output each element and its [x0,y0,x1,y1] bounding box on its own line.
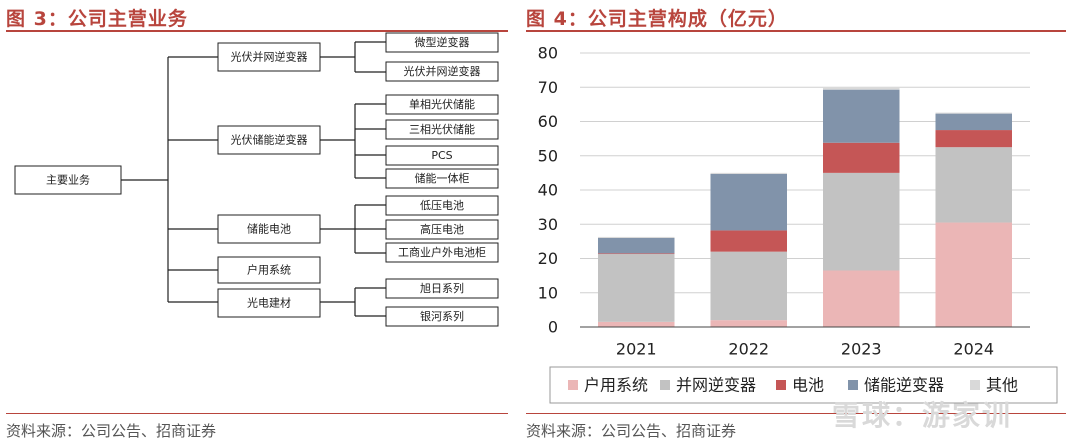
bar-segment [598,237,675,254]
legend-label: 其他 [986,376,1018,395]
legend-swatch [776,380,786,390]
leaf-label: 光伏并网逆变器 [404,64,481,78]
x-tick-label: 2022 [728,340,769,359]
branch-label: 储能电池 [247,222,291,236]
leaf-box [385,32,499,53]
leaf-box [385,278,499,299]
right-bottom-rule [526,413,1066,414]
branch-box-storage-inverter [217,125,321,155]
y-tick-label: 70 [538,78,558,97]
legend-label: 电池 [792,376,824,395]
branch-label: 光电建材 [247,296,291,310]
legend-label: 并网逆变器 [676,376,756,395]
legend-swatch [848,380,858,390]
leaf-box [385,195,499,216]
bar-segment [598,236,675,238]
tree-root-label: 主要业务 [46,174,90,187]
leaf-box [385,168,499,189]
y-tick-label: 60 [538,112,558,131]
bar-segment [710,320,787,327]
branch-box-household-system [217,256,321,284]
bar-segment [823,87,900,90]
y-tick-label: 0 [548,318,558,337]
bar-segment [823,270,900,327]
bar-segment [823,142,900,173]
y-tick-label: 40 [538,181,558,200]
legend: 户用系统 并网逆变器 电池 储能逆变器 其他 [568,376,1018,395]
bar-segment [710,173,787,231]
legend-label: 户用系统 [584,376,648,395]
bar-segment [823,89,900,143]
bar-segment [598,253,675,255]
legend-swatch [568,380,578,390]
y-tick-label: 80 [538,44,558,63]
leaf-label: 微型逆变器 [415,35,470,49]
stacked-bar-chart: 0 10 20 30 40 50 60 70 80 2021 2022 2023 2024 户用系统 并网… [538,44,1058,404]
y-tick-label: 30 [538,215,558,234]
leaf-box [385,145,499,166]
leaf-label: 单相光伏储能 [409,97,475,111]
y-tick-label: 20 [538,249,558,268]
branch-label: 光伏储能逆变器 [231,133,308,147]
branch-box-grid-inverter [217,42,321,72]
left-figure-title: 图 3：公司主营业务 [6,8,188,30]
leaf-box [385,94,499,115]
axes: 0 10 20 30 40 50 60 70 80 2021 2022 2023 2024 [538,44,1030,359]
leaf-box [385,242,499,263]
bar-segment [710,251,787,321]
bar-segment [935,130,1012,148]
bar-segment [935,147,1012,223]
bar-segment [935,222,1012,327]
left-bottom-rule [6,413,508,414]
leaf-label: 工商业户外电池柜 [398,245,486,259]
branch-box-battery [217,214,321,244]
bar-segment [710,172,787,174]
leaf-box [385,306,499,327]
left-title-rule [6,30,508,32]
branch-label: 户用系统 [247,263,291,277]
branch-label: 光伏并网逆变器 [231,50,308,64]
right-title-rule [526,30,1066,32]
bar-segment [598,254,675,322]
bar-segment [823,172,900,271]
tree-connectors [121,41,386,317]
right-figure-title: 图 4：公司主营构成（亿元） [526,8,788,30]
leaf-label: 储能一体柜 [415,171,470,185]
leaf-box [385,219,499,240]
leaf-label: 低压电池 [420,199,464,212]
leaf-label: 高压电池 [420,222,464,236]
legend-label: 储能逆变器 [864,376,944,395]
y-tick-label: 10 [538,283,558,302]
x-tick-label: 2023 [841,340,882,359]
x-tick-label: 2024 [953,340,994,359]
leaf-box [385,61,499,82]
bar-segment [935,112,1012,114]
legend-swatch [660,380,670,390]
left-source-note: 资料来源：公司公告、招商证券 [6,422,217,440]
leaf-label: 三相光伏储能 [409,122,475,136]
leaf-box [385,119,499,140]
right-source-note: 资料来源：公司公告、招商证券 [526,422,737,440]
bar-segment [935,113,1012,131]
leaf-label: 旭日系列 [420,281,464,295]
tree-root-box [14,165,122,195]
legend-swatch [970,380,980,390]
leaf-label: PCS [431,149,452,162]
bar-segment [710,230,787,252]
leaf-label: 银河系列 [420,309,464,323]
bars [598,87,1012,327]
x-tick-label: 2021 [616,340,657,359]
bar-segment [598,321,675,327]
branch-box-pv-building [217,288,321,318]
watermark-text: 雪球：游家训 [832,399,1013,432]
business-tree-diagram: 主要业务 光伏并网逆变器 光伏储能逆变器 储能电池 户用系统 光电建材 微型逆变… [14,32,499,327]
y-tick-label: 50 [538,146,558,165]
